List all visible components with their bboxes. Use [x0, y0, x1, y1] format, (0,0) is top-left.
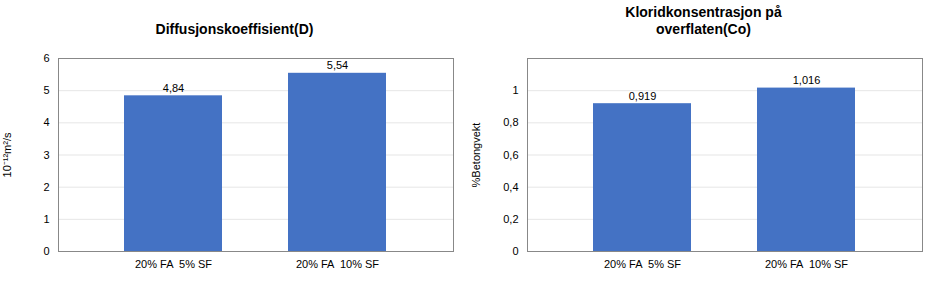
svg-text:20% FA 5% SF: 20% FA 5% SF — [604, 258, 681, 270]
svg-text:%Betongvekt: %Betongvekt — [470, 123, 482, 188]
svg-text:1,016: 1,016 — [793, 74, 821, 86]
svg-text:6: 6 — [43, 52, 49, 64]
svg-text:1: 1 — [43, 213, 49, 225]
svg-text:0,919: 0,919 — [629, 90, 657, 102]
svg-text:0,2: 0,2 — [503, 213, 518, 225]
svg-text:3: 3 — [43, 149, 49, 161]
svg-text:0,6: 0,6 — [503, 149, 518, 161]
svg-text:2: 2 — [43, 181, 49, 193]
svg-text:20% FA 10% SF: 20% FA 10% SF — [765, 258, 848, 270]
svg-text:0: 0 — [512, 245, 518, 257]
svg-text:4: 4 — [43, 116, 49, 128]
svg-text:20% FA 5% SF: 20% FA 5% SF — [135, 258, 212, 270]
svg-text:0,8: 0,8 — [503, 116, 518, 128]
html-text:Kloridkonsentrasjon på overfla: Kloridkonsentrasjon på overflaten(Co) — [625, 4, 782, 37]
svg-text:20% FA 10% SF: 20% FA 10% SF — [296, 258, 379, 270]
svg-text:5: 5 — [43, 84, 49, 96]
html-text:Diffusjonskoeffisient(D): Diffusjonskoeffisient(D) — [155, 21, 314, 37]
svg-text:10⁻¹²m²/s: 10⁻¹²m²/s — [1, 132, 13, 177]
svg-text:5,54: 5,54 — [327, 59, 348, 71]
svg-text:1: 1 — [512, 84, 518, 96]
svg-text:0: 0 — [43, 245, 49, 257]
svg-text:0,4: 0,4 — [503, 181, 518, 193]
svg-text:4,84: 4,84 — [163, 82, 184, 94]
